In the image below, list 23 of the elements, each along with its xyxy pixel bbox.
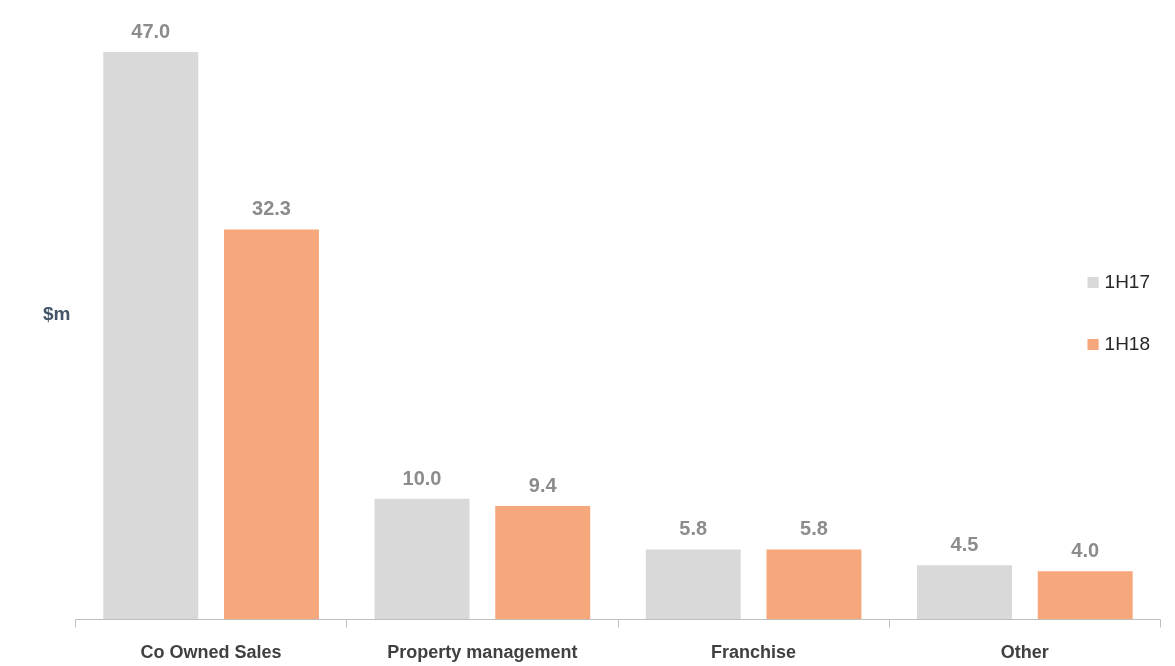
bar (374, 498, 470, 620)
legend-label: 1H17 (1104, 270, 1150, 293)
data-label: 4.0 (1071, 539, 1100, 562)
bar (1037, 571, 1133, 620)
x-tick-label: Property management (387, 641, 578, 662)
data-label: 5.8 (800, 517, 828, 540)
bar (917, 565, 1012, 620)
bar (224, 229, 319, 620)
bar (645, 549, 741, 620)
data-label: 10.0 (402, 466, 442, 489)
data-label: 32.3 (252, 197, 291, 220)
legend-label: 1H18 (1104, 332, 1150, 355)
bar (495, 505, 591, 620)
data-label: 5.8 (679, 517, 708, 540)
data-label: 9.4 (528, 473, 558, 496)
data-label: 47.0 (131, 19, 171, 42)
bar (103, 51, 199, 620)
x-tick-label: Co Owned Sales (140, 641, 282, 662)
data-label: 4.5 (950, 533, 979, 556)
x-tick-label: Other (1000, 641, 1049, 662)
x-tick-label: Franchise (711, 641, 797, 662)
bar (766, 549, 862, 620)
y-axis-title: $m (43, 302, 71, 324)
